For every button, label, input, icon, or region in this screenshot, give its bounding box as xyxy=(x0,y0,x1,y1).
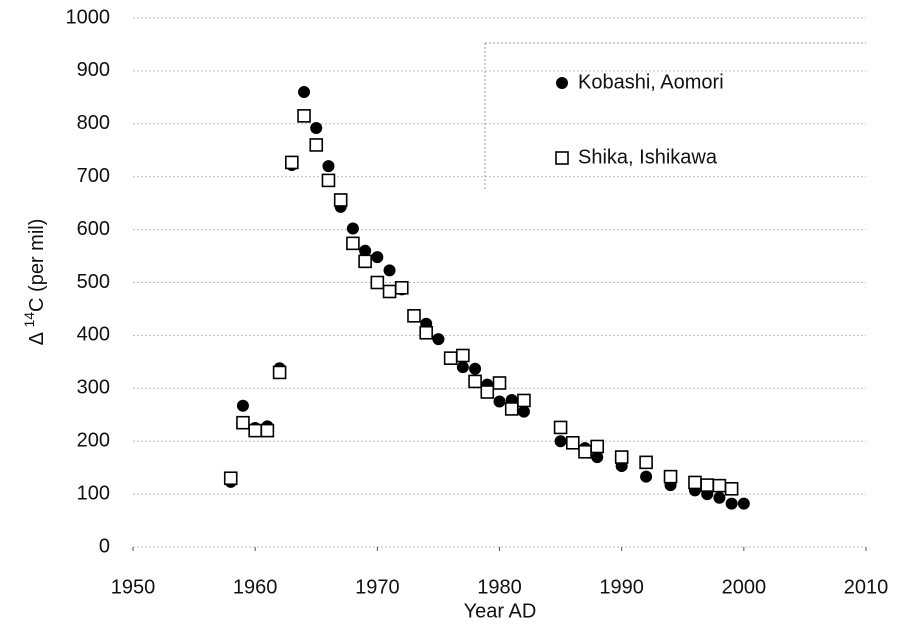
y-axis-label: Δ 14C (per mil) xyxy=(21,219,49,346)
square-marker xyxy=(382,284,397,299)
square-marker xyxy=(370,275,385,290)
circle-marker xyxy=(591,451,604,464)
square-marker xyxy=(663,469,678,484)
y-tick-label: 300 xyxy=(77,377,110,399)
square-marker xyxy=(555,151,569,165)
square-marker xyxy=(407,309,421,323)
square-marker xyxy=(285,155,299,170)
y-label-rest: C (per mil) xyxy=(26,219,48,312)
circle-marker xyxy=(383,264,396,277)
square-marker xyxy=(443,351,458,365)
x-tick-label: 1980 xyxy=(477,576,522,598)
x-tick-label: 2000 xyxy=(722,576,767,598)
circle-marker xyxy=(493,395,506,408)
x-tick-label: 1960 xyxy=(233,576,278,598)
y-tick-label: 0 xyxy=(99,535,110,557)
y-label-prefix: Δ xyxy=(26,328,48,346)
square-marker xyxy=(700,478,714,492)
y-tick-label: 900 xyxy=(77,59,110,81)
square-marker xyxy=(639,455,653,470)
circle-marker xyxy=(469,362,482,375)
x-tick-label: 1990 xyxy=(599,576,644,598)
y-tick-label: 600 xyxy=(77,218,110,240)
circle-marker xyxy=(359,244,372,257)
square-marker xyxy=(456,348,470,363)
y-tick-label: 700 xyxy=(77,165,110,187)
square-marker xyxy=(565,435,580,450)
square-marker xyxy=(272,365,287,380)
square-marker xyxy=(419,325,434,340)
circle-marker xyxy=(517,405,530,418)
circle-marker xyxy=(371,251,384,264)
circle-marker xyxy=(713,491,726,504)
square-marker xyxy=(236,415,250,430)
x-tick-label: 1950 xyxy=(111,576,156,598)
circle-marker xyxy=(554,435,567,448)
square-marker xyxy=(590,439,605,454)
square-marker xyxy=(248,423,262,438)
x-axis-label: Year AD xyxy=(464,600,537,622)
square-marker xyxy=(468,374,482,389)
square-marker xyxy=(712,478,727,493)
square-marker xyxy=(297,109,311,123)
y-tick-label: 500 xyxy=(77,271,110,293)
square-marker xyxy=(321,173,336,188)
square-marker xyxy=(333,193,348,207)
square-marker xyxy=(223,471,238,486)
square-marker xyxy=(724,482,739,496)
square-marker xyxy=(614,450,629,464)
circle-marker xyxy=(236,399,249,412)
y-tick-label: 200 xyxy=(77,429,110,451)
square-marker xyxy=(688,475,702,490)
square-marker xyxy=(260,423,275,438)
square-marker xyxy=(517,393,531,408)
circle-marker xyxy=(640,470,653,483)
circle-marker xyxy=(456,361,469,374)
x-tick-label: 2010 xyxy=(844,576,889,598)
x-tick-label: 1970 xyxy=(355,576,400,598)
square-marker xyxy=(394,280,409,295)
legend-label: Kobashi, Aomori xyxy=(578,71,724,93)
square-marker xyxy=(504,402,519,416)
circle-marker xyxy=(322,160,335,173)
square-marker xyxy=(309,138,324,152)
circle-marker xyxy=(737,497,750,510)
circle-marker xyxy=(310,122,323,135)
square-marker xyxy=(553,420,568,435)
square-marker xyxy=(480,385,495,399)
circle-marker xyxy=(725,497,738,510)
square-marker xyxy=(358,254,372,269)
y-tick-label: 1000 xyxy=(66,6,111,28)
circle-marker xyxy=(432,333,445,346)
circle-marker xyxy=(298,86,311,99)
circle-marker xyxy=(346,222,359,235)
y-tick-label: 400 xyxy=(77,324,110,346)
circle-marker xyxy=(556,77,568,89)
y-label-sup: 14 xyxy=(21,312,37,328)
legend-label: Shika, Ishikawa xyxy=(578,146,718,168)
square-marker xyxy=(492,376,507,390)
y-tick-label: 800 xyxy=(77,112,110,134)
square-marker xyxy=(346,236,360,251)
y-tick-label: 100 xyxy=(77,482,110,504)
square-marker xyxy=(578,444,592,459)
